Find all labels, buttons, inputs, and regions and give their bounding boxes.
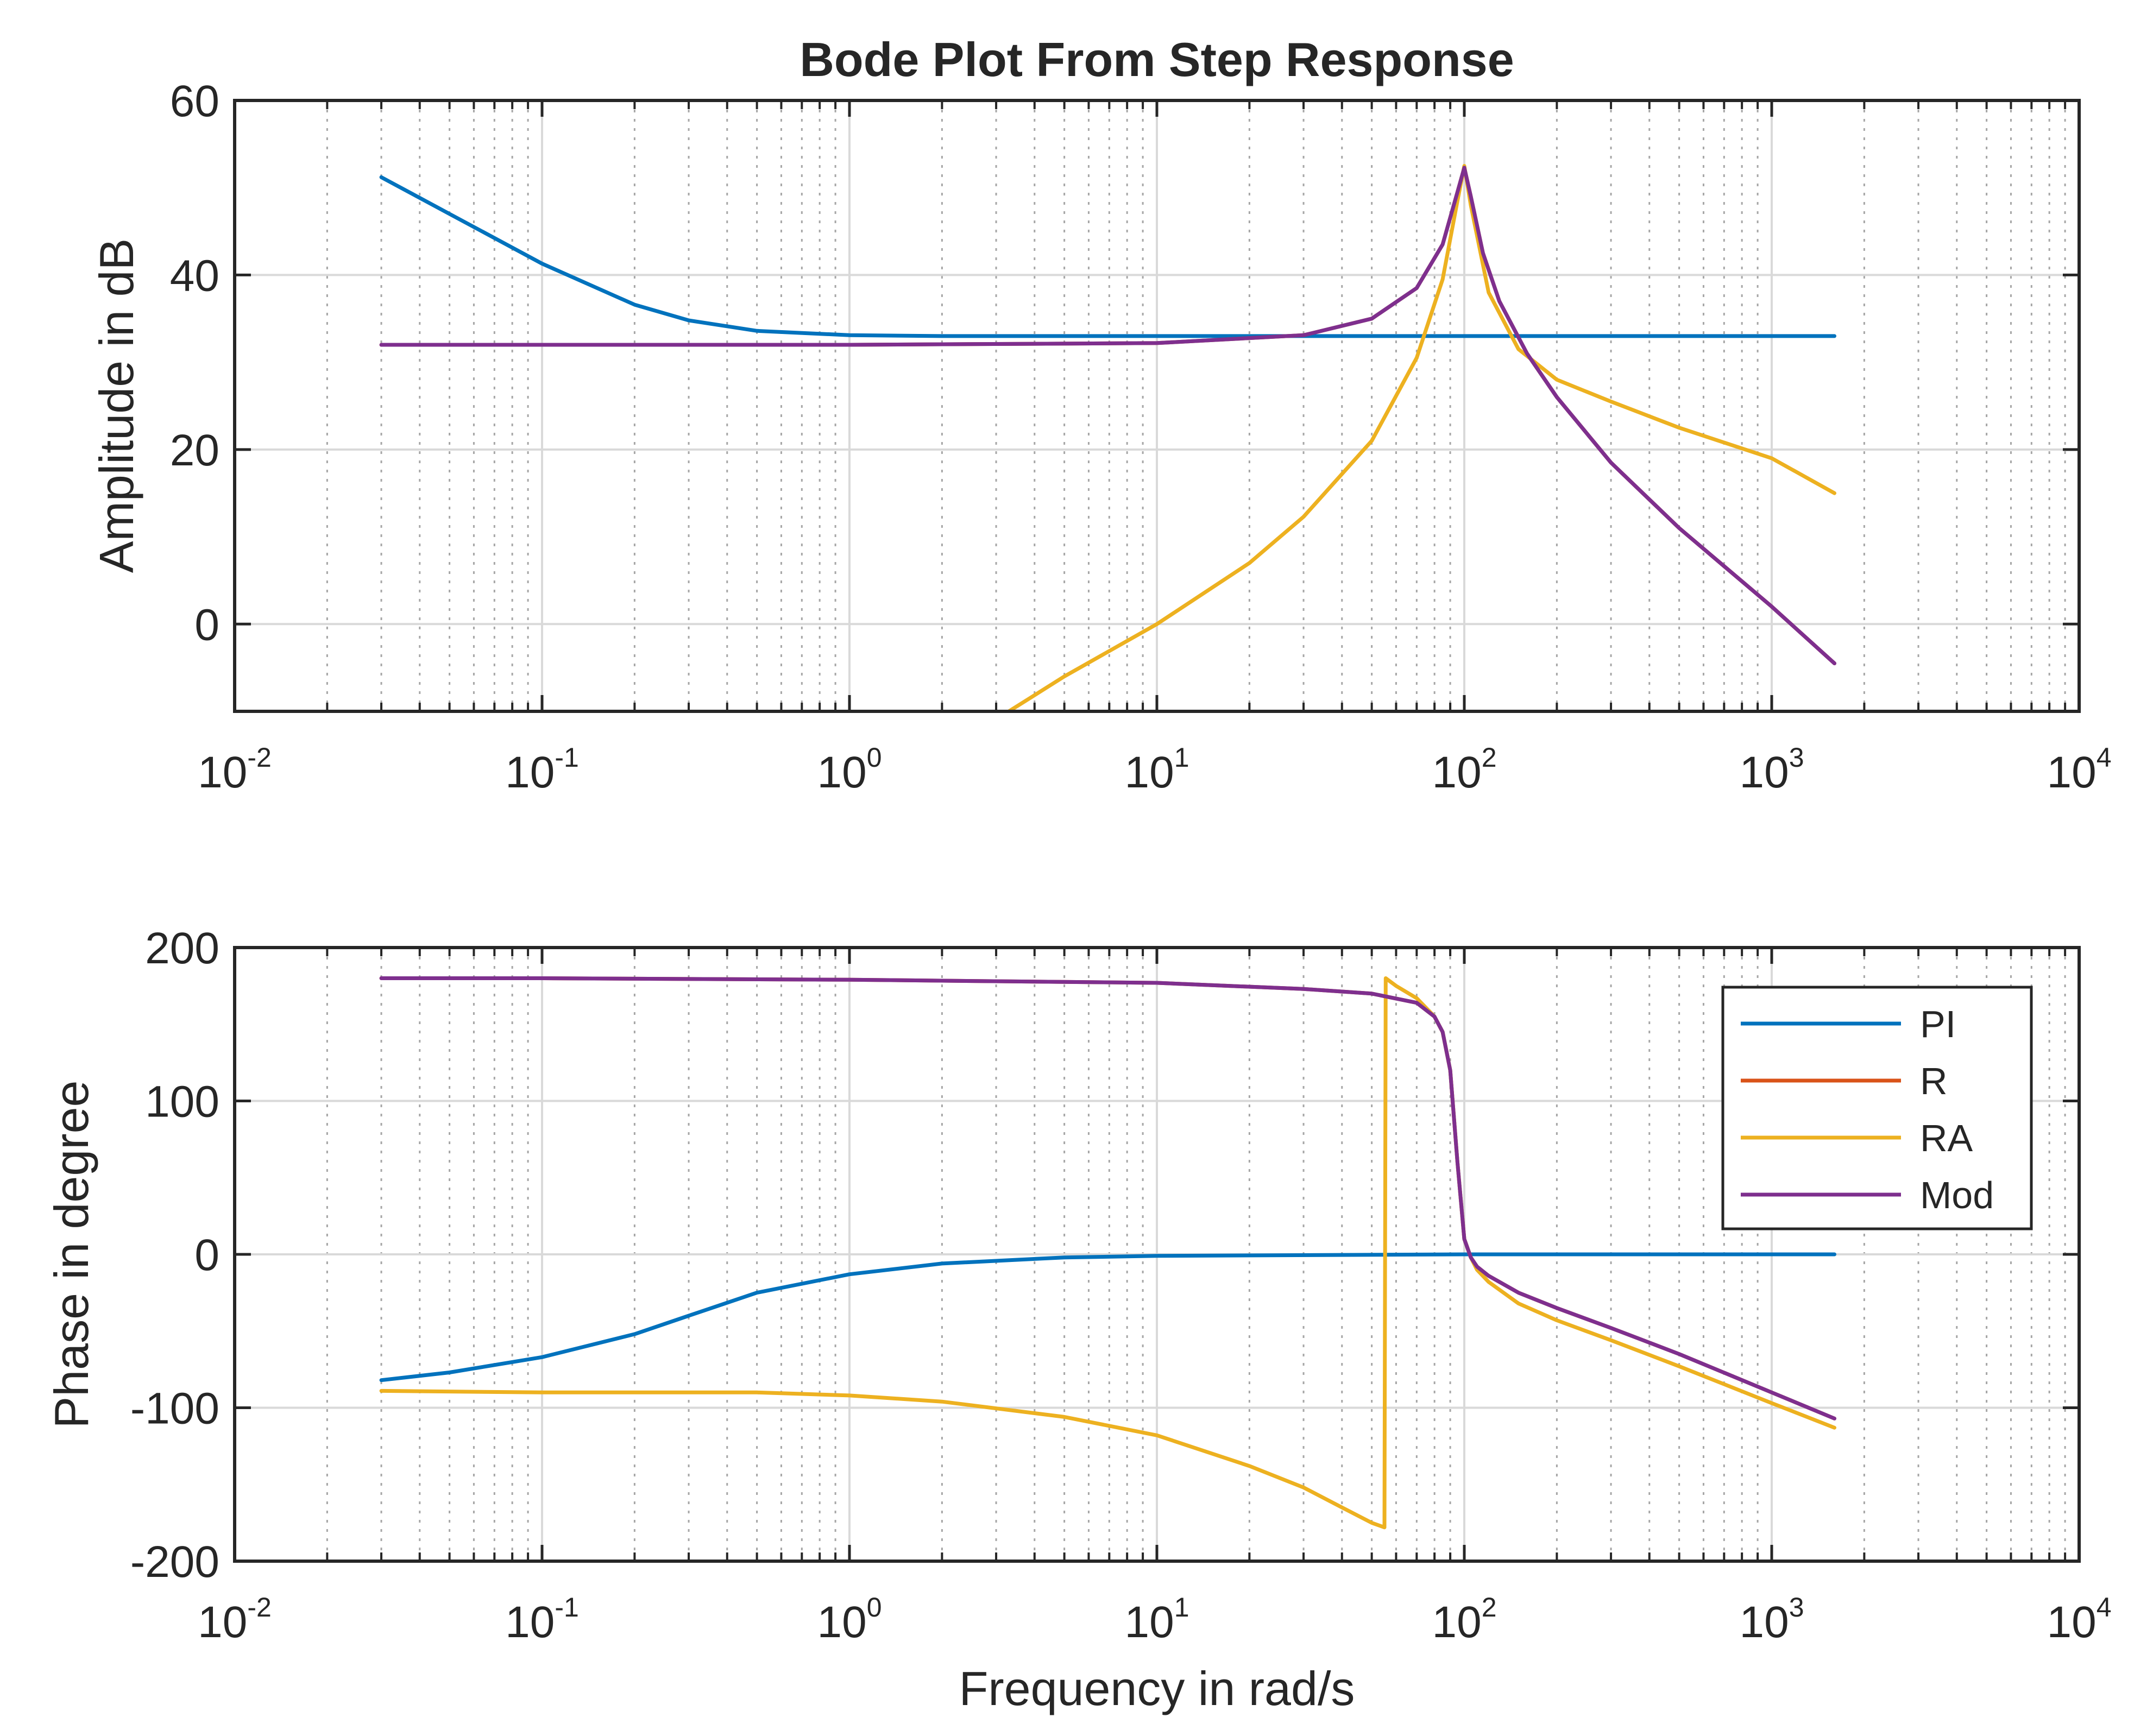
mag-x-tick-label: 101 — [1124, 742, 1189, 797]
phase-series-pi — [379, 1252, 1836, 1383]
mag-series-pi — [379, 175, 1836, 338]
magnitude-ylabel: Amplitude in dB — [90, 238, 143, 573]
phase-x-tick-label: 102 — [1432, 1592, 1496, 1647]
phase-series — [379, 976, 1836, 1530]
mag-x-tick-label: 102 — [1432, 742, 1496, 797]
mag-x-tick-label: 100 — [817, 742, 882, 797]
phase-x-tick-label: 103 — [1739, 1592, 1804, 1647]
phase-series-ra — [379, 976, 1836, 1530]
mag-series-mod — [379, 166, 1836, 666]
magnitude-axes: 10-2 10-1 100 101 102 103 104 0 20 40 60 Amplitude… — [90, 77, 2112, 797]
legend-label-ra: RA — [1920, 1117, 1973, 1159]
mag-x-tick-label: 10-1 — [505, 742, 579, 797]
magnitude-ticks: 10-2 10-1 100 101 102 103 104 0 20 40 60 — [170, 77, 2112, 797]
mag-y-tick-label: 60 — [170, 77, 219, 126]
legend: PI R RA Mod — [1721, 986, 2033, 1230]
phase-y-tick-label: -100 — [130, 1384, 219, 1434]
mag-x-tick-label: 103 — [1739, 742, 1804, 797]
phase-x-tick-label: 10-1 — [505, 1592, 579, 1647]
phase-x-tick-label: 100 — [817, 1592, 882, 1647]
phase-y-tick-label: 200 — [145, 924, 219, 973]
xlabel: Frequency in rad/s — [959, 1662, 1355, 1715]
mag-y-tick-label: 0 — [194, 600, 219, 649]
phase-x-tick-label: 101 — [1124, 1592, 1189, 1647]
phase-ticks: 10-2 10-1 100 101 102 103 104 -200 -100 0 100 200 — [130, 924, 2112, 1647]
phase-x-tick-label: 104 — [2047, 1592, 2111, 1647]
legend-label-pi: PI — [1920, 1003, 1956, 1045]
legend-label-r: R — [1920, 1060, 1948, 1102]
phase-y-tick-label: -200 — [130, 1537, 219, 1587]
phase-series-mod — [379, 976, 1836, 1421]
phase-x-tick-label: 10-2 — [198, 1592, 272, 1647]
mag-x-tick-label: 104 — [2047, 742, 2111, 797]
chart-title: Bode Plot From Step Response — [799, 33, 1514, 86]
legend-label-mod: Mod — [1920, 1174, 1994, 1216]
legend-box — [1721, 986, 2033, 1230]
phase-y-tick-label: 0 — [194, 1230, 219, 1280]
mag-x-tick-label: 10-2 — [198, 742, 272, 797]
phase-ylabel: Phase in degree — [45, 1081, 98, 1429]
phase-y-tick-label: 100 — [145, 1077, 219, 1127]
mag-y-tick-label: 20 — [170, 426, 219, 475]
magnitude-series — [379, 164, 1836, 711]
mag-y-tick-label: 40 — [170, 251, 219, 300]
